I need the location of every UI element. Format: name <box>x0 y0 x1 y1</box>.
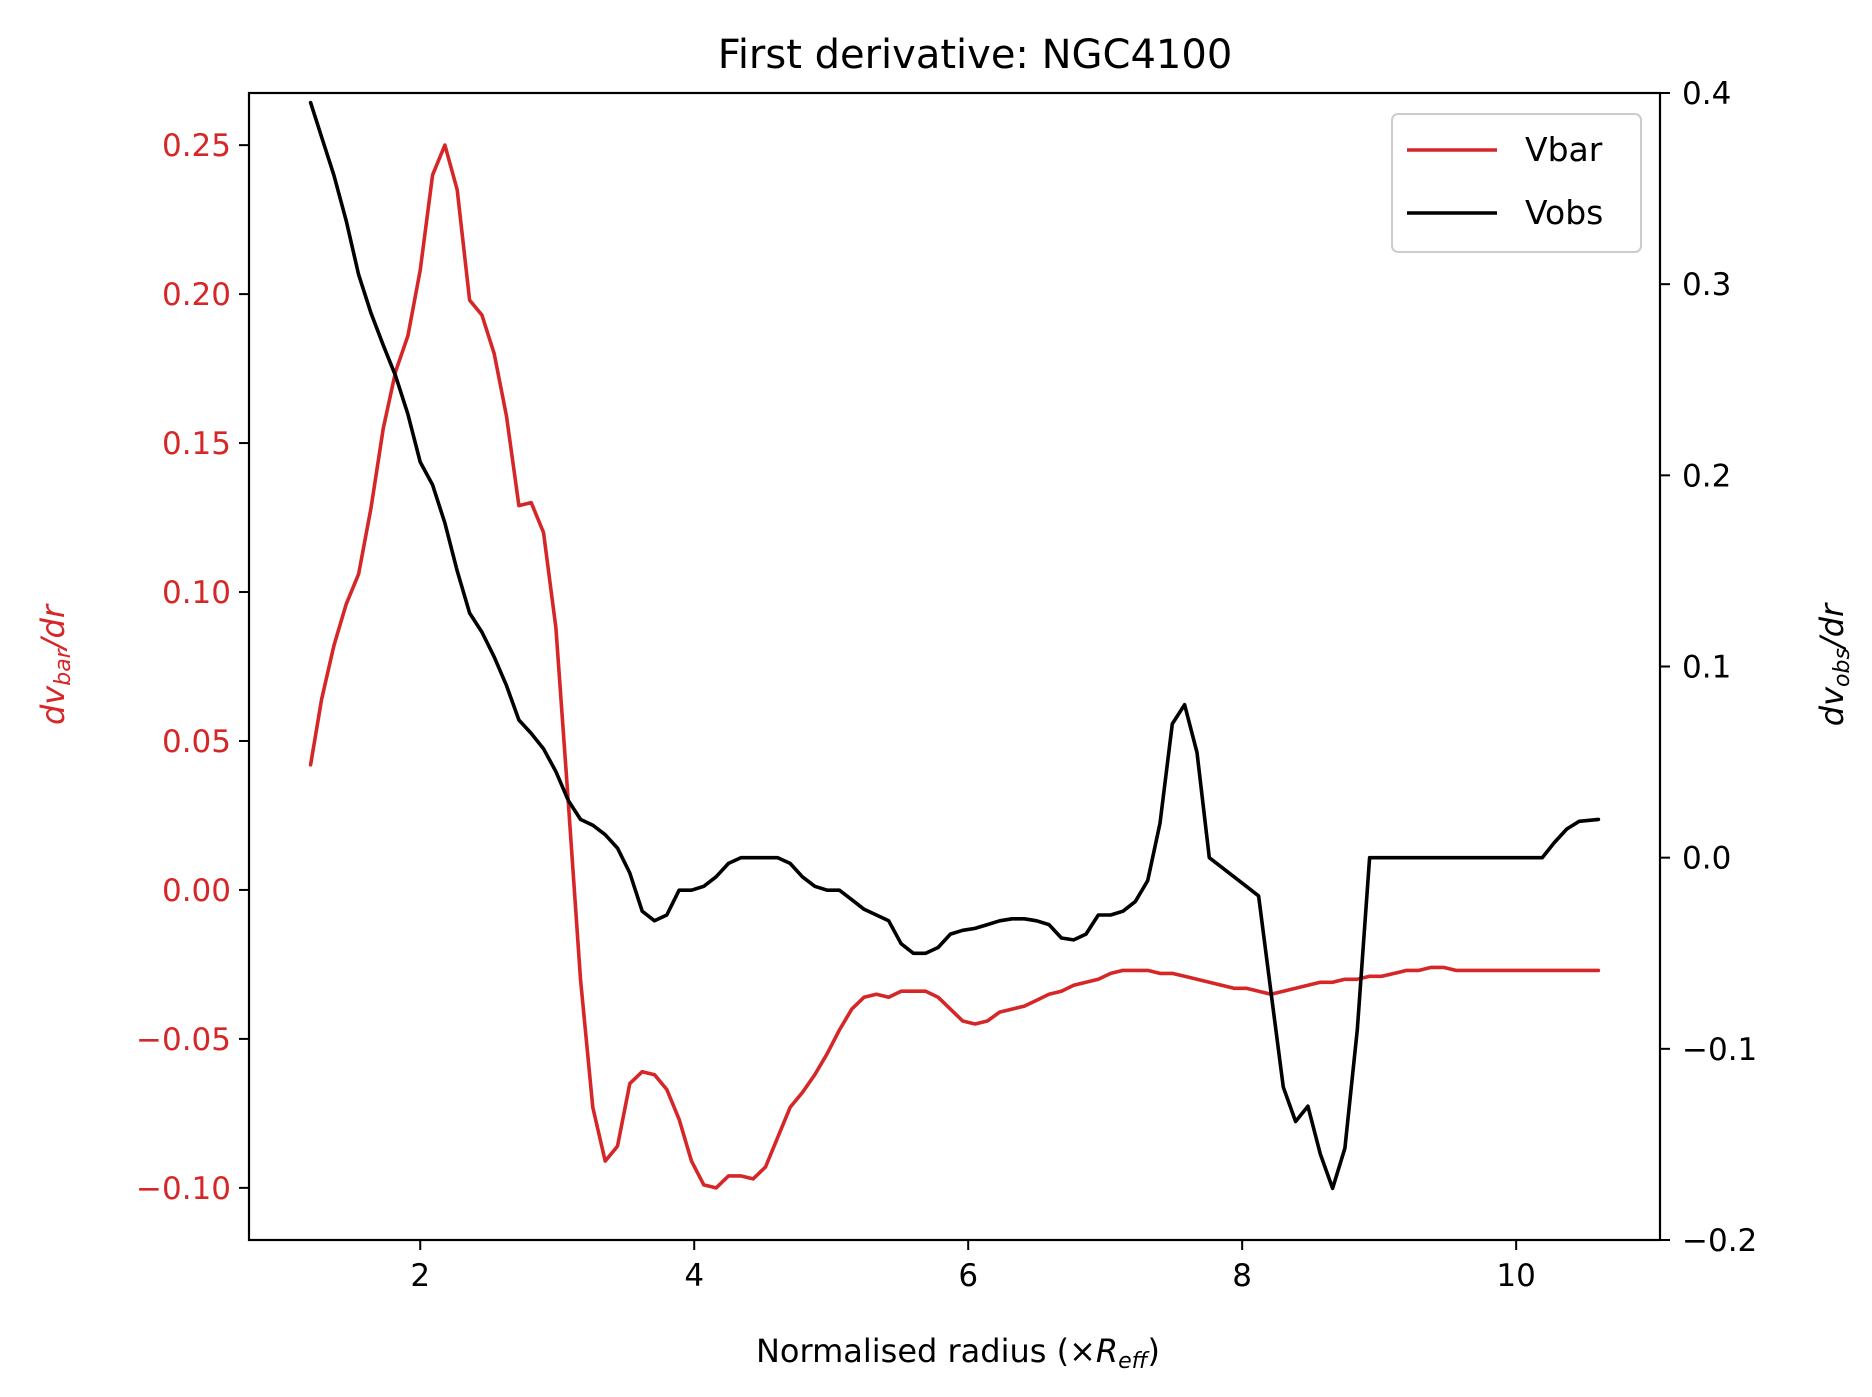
x-axis-label-close: ) <box>1148 1332 1160 1370</box>
x-tick-label: 8 <box>1232 1258 1252 1294</box>
y-left-tick-label: −0.10 <box>136 1171 231 1207</box>
y-left-tick-label: 0.00 <box>162 873 231 909</box>
x-tick-label: 10 <box>1496 1258 1535 1294</box>
legend-label-vbar: Vbar <box>1525 130 1603 169</box>
x-tick-label: 4 <box>684 1258 704 1294</box>
y-right-label-sub: obs <box>1830 648 1855 687</box>
y-right-axis-label: dvobs/dr <box>1813 602 1855 726</box>
y-right-tick-label: 0.3 <box>1682 267 1731 303</box>
y-left-tick-label: 0.05 <box>162 724 231 760</box>
y-left-tick-label: 0.15 <box>162 426 231 462</box>
y-left-axis-ticks: 0.25 0.20 0.15 0.10 0.05 0.00 −0.05 −0.10 <box>136 128 249 1207</box>
y-left-tick-label: 0.25 <box>162 128 231 164</box>
y-right-tick-label: −0.2 <box>1682 1223 1757 1259</box>
x-tick-label: 2 <box>410 1258 430 1294</box>
series-layer <box>308 100 1601 1191</box>
x-axis-ticks: 2 4 6 8 10 <box>410 1240 1536 1294</box>
y-left-tick-label: 0.20 <box>162 277 231 313</box>
series-line-vbar <box>308 143 1601 1190</box>
y-left-label-sub: bar <box>51 647 76 685</box>
y-right-tick-label: 0.2 <box>1682 458 1731 494</box>
y-right-tick-label: 0.4 <box>1682 76 1731 112</box>
x-axis-label-sub: eff <box>1118 1349 1150 1374</box>
y-right-axis-ticks: 0.4 0.3 0.2 0.1 0.0 −0.1 −0.2 <box>1660 76 1757 1259</box>
y-left-tick-label: 0.10 <box>162 575 231 611</box>
x-tick-label: 6 <box>958 1258 978 1294</box>
x-axis-label-math: R <box>1096 1332 1118 1370</box>
y-left-label-main: dv <box>34 685 72 725</box>
y-right-tick-label: −0.1 <box>1682 1032 1757 1068</box>
legend: Vbar Vobs <box>1391 113 1642 253</box>
x-axis-label: Normalised radius (×Reff) <box>756 1332 1160 1374</box>
y-right-tick-label: 0.0 <box>1682 841 1731 877</box>
plot-frame <box>247 91 1662 1242</box>
y-right-label-tail: /dr <box>1813 602 1851 651</box>
y-right-label-main: dv <box>1813 686 1851 726</box>
y-left-label-tail: /dr <box>34 603 72 652</box>
x-axis-label-text: Normalised radius (× <box>756 1332 1096 1370</box>
y-left-tick-label: −0.05 <box>136 1022 231 1058</box>
series-line-vobs <box>308 100 1601 1191</box>
y-left-axis-label: dvbar/dr <box>34 603 76 725</box>
y-right-tick-label: 0.1 <box>1682 650 1731 686</box>
chart-title: First derivative: NGC4100 <box>718 32 1233 78</box>
legend-box <box>1391 113 1642 253</box>
legend-label-vobs: Vobs <box>1525 193 1603 232</box>
